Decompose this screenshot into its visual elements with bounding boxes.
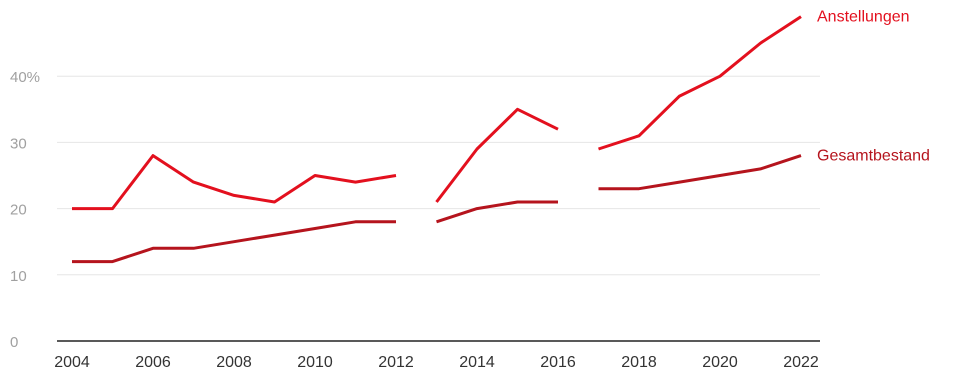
x-tick-label: 2004 <box>54 354 90 371</box>
series-label-gesamtbestand: Gesamtbestand <box>817 148 930 165</box>
x-tick-label: 2022 <box>783 354 819 371</box>
x-tick-label: 2008 <box>216 354 252 371</box>
y-tick-label: 20 <box>10 202 27 219</box>
y-axis-ticks: 0 10 20 30 40% <box>10 69 40 351</box>
series-labels: Anstellungen Gesamtbestand <box>817 9 930 165</box>
x-axis-ticks: 2004 2006 2008 2010 2012 2014 2016 2018 2020 2022 <box>54 354 819 371</box>
series-lines <box>72 15 802 264</box>
y-tick-label: 30 <box>10 135 27 152</box>
gridlines <box>57 75 820 276</box>
x-tick-label: 2020 <box>702 354 738 371</box>
x-tick-label: 2014 <box>459 354 495 371</box>
series-line-anstellungen <box>598 15 802 151</box>
y-tick-label: 0 <box>10 334 18 351</box>
y-tick-label: 40% <box>10 69 40 86</box>
x-tick-label: 2010 <box>297 354 333 371</box>
x-tick-label: 2018 <box>621 354 657 371</box>
series-line-gesamtbestand <box>598 154 802 191</box>
series-line-gesamtbestand <box>436 200 558 224</box>
y-tick-label: 10 <box>10 268 27 285</box>
x-tick-label: 2016 <box>540 354 576 371</box>
series-line-anstellungen <box>72 154 397 211</box>
series-label-anstellungen: Anstellungen <box>817 9 910 26</box>
series-line-gesamtbestand <box>72 220 396 264</box>
x-tick-label: 2006 <box>135 354 171 371</box>
x-tick-label: 2012 <box>378 354 414 371</box>
series-line-anstellungen <box>435 107 559 203</box>
